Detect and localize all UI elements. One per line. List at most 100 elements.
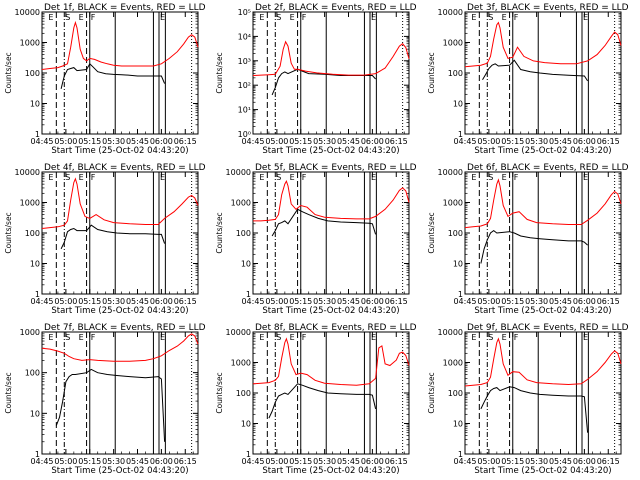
- x-tick-label: 04:45: [241, 137, 264, 146]
- marker-label: E: [471, 173, 476, 182]
- x-axis-label: Start Time (25-Oct-02 04:43:20): [474, 146, 611, 156]
- y-tick-label: 10: [30, 260, 40, 269]
- series-events-line: [55, 368, 166, 442]
- series-lld-line: [41, 333, 199, 362]
- marker-label: S: [65, 173, 70, 182]
- y-tick-label: 1: [35, 290, 40, 299]
- y-tick-label: 1000: [20, 39, 40, 48]
- marker-label: E: [502, 173, 507, 182]
- y-axis-label: Counts/sec: [427, 372, 436, 413]
- x-tick-label: 05:15: [78, 457, 101, 466]
- marker-label: S: [276, 13, 281, 22]
- x-tick-label: 05:45: [549, 297, 572, 306]
- y-tick-label: 100: [236, 229, 251, 238]
- x-tick-label: 05:45: [337, 297, 360, 306]
- x-tick-label: 06:15: [597, 137, 620, 146]
- panel-title: Det 9f, BLACK = Events, RED = LLD: [467, 323, 629, 333]
- detector-panel-6: Det 6f, BLACK = Events, RED = LLD 1 10 100 1…: [427, 163, 629, 316]
- x-tick-label: 05:30: [525, 457, 548, 466]
- y-tick-label: 100: [25, 69, 40, 78]
- x-tick-label: 04:45: [453, 297, 476, 306]
- y-tick-label: 1000: [231, 359, 251, 368]
- y-tick-label: 1: [458, 130, 463, 139]
- x-tick-label: 06:00: [150, 457, 173, 466]
- marker-label: E: [290, 333, 295, 342]
- x-tick-label: 05:30: [525, 297, 548, 306]
- y-tick-label: 10000: [438, 328, 463, 337]
- panel-title: Det 8f, BLACK = Events, RED = LLD: [255, 323, 417, 333]
- x-tick-label: 05:45: [126, 457, 149, 466]
- x-tick-label: 06:15: [385, 457, 408, 466]
- x-tick-label: 05:15: [501, 457, 524, 466]
- y-tick-label: 10³: [238, 57, 251, 66]
- marker-label: E: [583, 173, 588, 182]
- panel-title: Det 4f, BLACK = Events, RED = LLD: [44, 163, 206, 173]
- marker-label: E: [502, 13, 507, 22]
- marker-label: E: [79, 13, 84, 22]
- marker-label: S: [276, 173, 281, 182]
- x-tick-label: 05:30: [313, 297, 336, 306]
- panel-title: Det 2f, BLACK = Events, RED = LLD: [255, 3, 417, 13]
- y-tick-label: 1: [458, 450, 463, 459]
- y-tick-label: 100: [236, 389, 251, 398]
- marker-label: S: [488, 173, 493, 182]
- x-tick-label: 05:30: [313, 137, 336, 146]
- marker-label: E: [583, 13, 588, 22]
- x-tick-label: 05:00: [477, 137, 500, 146]
- x-tick-label: 06:00: [150, 137, 173, 146]
- y-tick-label: 1: [35, 130, 40, 139]
- x-tick-label: 05:00: [477, 297, 500, 306]
- y-tick-label: 10000: [15, 168, 40, 177]
- panel-title: Det 7f, BLACK = Events, RED = LLD: [44, 323, 206, 333]
- marker-label: E: [259, 333, 264, 342]
- marker-label: E: [160, 13, 165, 22]
- y-tick-label: 10: [241, 420, 251, 429]
- plot-frame: [41, 331, 199, 455]
- series-events-line: [60, 62, 166, 90]
- x-tick-label: 06:00: [573, 457, 596, 466]
- y-tick-label: 10: [453, 100, 463, 109]
- x-tick-label: 04:45: [453, 457, 476, 466]
- marker-label: S: [65, 333, 70, 342]
- marker-label: E: [259, 173, 264, 182]
- plot-frame: [464, 331, 622, 455]
- marker-label: E: [471, 333, 476, 342]
- marker-label: F: [302, 13, 307, 22]
- x-tick-label: 04:45: [241, 457, 264, 466]
- y-tick-label: 100: [25, 369, 40, 378]
- x-tick-label: 04:45: [30, 457, 53, 466]
- y-tick-label: 1: [246, 290, 251, 299]
- marker-label: E: [259, 13, 264, 22]
- x-tick-label: 06:00: [361, 297, 384, 306]
- y-tick-label: 10: [241, 260, 251, 269]
- detector-panel-1: Det 1f, BLACK = Events, RED = LLD 1 10 100 1…: [4, 3, 206, 156]
- x-tick-label: 05:15: [289, 457, 312, 466]
- x-axis-label: Start Time (25-Oct-02 04:43:20): [51, 146, 188, 156]
- y-axis-label: Counts/sec: [4, 52, 13, 93]
- marker-label: E: [371, 333, 376, 342]
- x-axis-label: Start Time (25-Oct-02 04:43:20): [51, 306, 188, 316]
- x-tick-label: 06:15: [174, 457, 197, 466]
- x-tick-label: 05:30: [525, 137, 548, 146]
- x-tick-label: 06:00: [361, 457, 384, 466]
- detector-panel-8: Det 8f, BLACK = Events, RED = LLD 1 10 100 1…: [215, 323, 417, 476]
- marker-label: E: [48, 333, 53, 342]
- series-lld-line: [252, 40, 410, 76]
- marker-label: E: [502, 333, 507, 342]
- series-events-line: [482, 59, 589, 82]
- marker-label: E: [48, 13, 53, 22]
- panel-title: Det 3f, BLACK = Events, RED = LLD: [467, 3, 629, 13]
- detector-panel-3: Det 3f, BLACK = Events, RED = LLD 1 10 100 1…: [427, 3, 629, 156]
- x-tick-label: 06:15: [174, 297, 197, 306]
- marker-label: E: [583, 333, 588, 342]
- plot-frame: [252, 11, 410, 135]
- x-tick-label: 05:15: [501, 137, 524, 146]
- x-tick-label: 05:30: [313, 457, 336, 466]
- y-tick-label: 100: [448, 389, 463, 398]
- x-tick-label: 05:00: [477, 457, 500, 466]
- x-tick-label: 05:15: [78, 297, 101, 306]
- y-tick-label: 10⁰: [238, 130, 251, 139]
- series-lld-line: [41, 177, 199, 229]
- x-tick-label: 05:00: [265, 457, 288, 466]
- marker-label: E: [290, 13, 295, 22]
